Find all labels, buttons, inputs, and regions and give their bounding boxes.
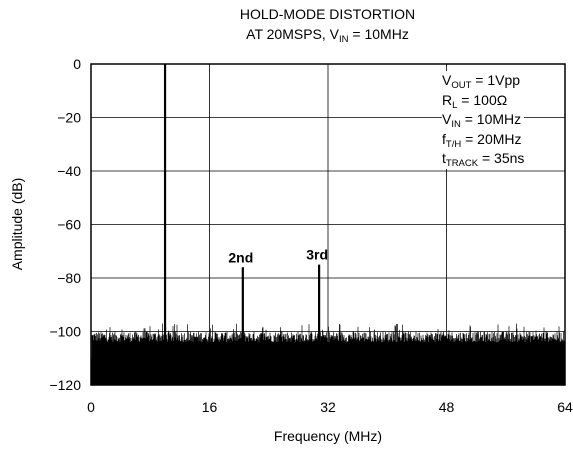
parameter-line: tTRACK = 35ns — [442, 150, 525, 169]
y-tick-label: −20 — [57, 110, 81, 126]
y-tick-label: −80 — [57, 270, 81, 286]
peak-labels: 2nd 3rd — [228, 247, 328, 266]
plot-frame — [90, 63, 566, 386]
peak-label: 2nd — [228, 249, 253, 265]
parameter-line: VIN = 10MHz — [442, 111, 522, 130]
y-tick-labels: 0 −20 −40 −60 −80 −100 −120 — [49, 56, 81, 393]
parameter-line: RL = 100Ω — [442, 91, 508, 111]
y-tick-label: −40 — [57, 163, 81, 179]
x-tick-labels: 0 16 32 48 64 — [87, 399, 573, 415]
peak-label: 3rd — [306, 247, 328, 263]
x-tick-label: 48 — [439, 399, 455, 415]
parameter-annotation: VOUT = 1Vpp RL = 100Ω VIN = 10MHz fT/H = 20… — [442, 71, 525, 169]
x-tick-label: 0 — [87, 399, 95, 415]
parameter-line: fT/H = 20MHz — [442, 130, 522, 150]
chart-title-line1: HOLD-MODE DISTORTION — [239, 6, 416, 22]
y-tick-label: −100 — [49, 324, 81, 340]
x-axis-label: Frequency (MHz) — [274, 428, 382, 444]
x-tick-label: 64 — [557, 399, 573, 415]
noise-fill — [91, 358, 565, 385]
y-tick-label: −120 — [49, 377, 81, 393]
noise-floor — [91, 323, 565, 385]
y-axis-label: Amplitude (dB) — [9, 178, 25, 271]
y-tick-label: −60 — [57, 217, 81, 233]
x-tick-label: 32 — [320, 399, 336, 415]
y-tick-label: 0 — [73, 56, 81, 72]
chart-title-line2: AT 20MSPS, VIN = 10MHz — [246, 26, 409, 45]
peak-lines — [163, 64, 321, 385]
parameter-line: VOUT = 1Vpp — [442, 72, 521, 91]
x-tick-label: 16 — [202, 399, 218, 415]
